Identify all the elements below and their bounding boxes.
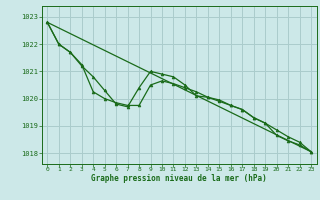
X-axis label: Graphe pression niveau de la mer (hPa): Graphe pression niveau de la mer (hPa) [91, 174, 267, 183]
